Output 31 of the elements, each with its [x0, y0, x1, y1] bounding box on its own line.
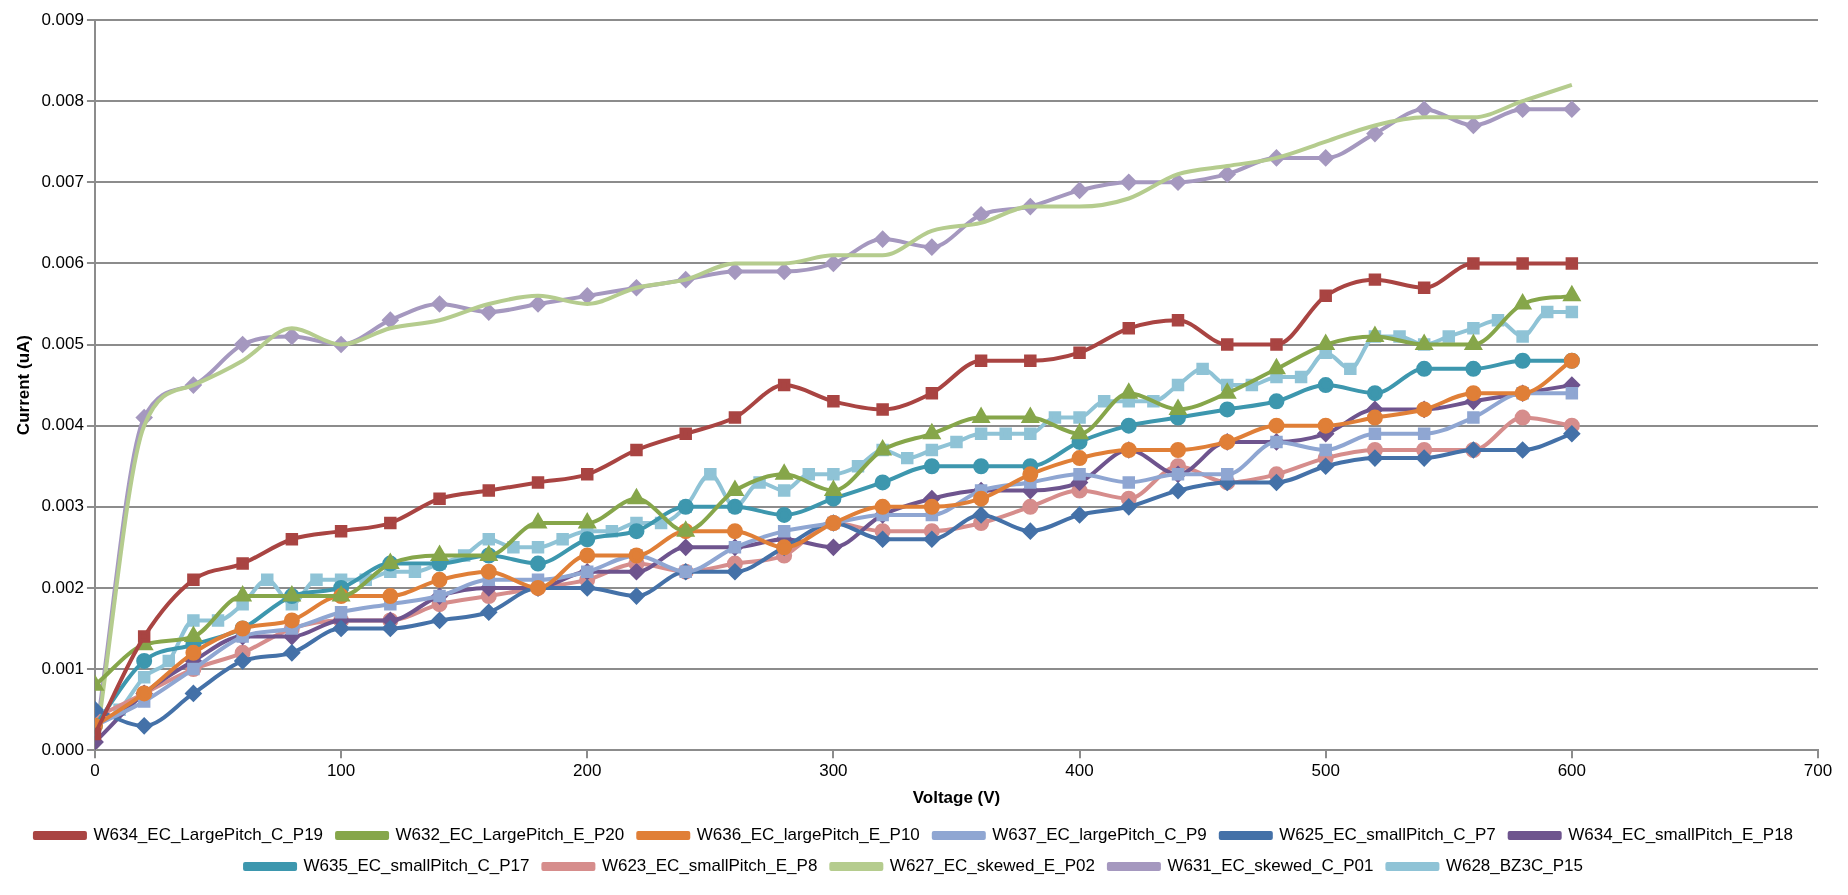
x-tick-label: 400 — [1065, 761, 1094, 781]
legend-label: W632_EC_LargePitch_E_P20 — [395, 825, 625, 845]
legend-label: W628_BZ3C_P15 — [1445, 856, 1583, 876]
legend-label: W634_EC_LargePitch_C_P19 — [93, 825, 324, 845]
legend-label: W636_EC_largePitch_E_P10 — [696, 825, 920, 845]
legend-label: W635_EC_smallPitch_C_P17 — [303, 856, 530, 876]
x-tick-label: 200 — [573, 761, 602, 781]
x-tick-label: 0 — [90, 761, 100, 781]
legend-label: W623_EC_smallPitch_E_P8 — [601, 856, 818, 876]
y-tick-label: 0.004 — [41, 415, 84, 435]
x-axis-title: Voltage (V) — [912, 788, 1001, 808]
x-tick-label: 700 — [1803, 761, 1833, 781]
legend-label: W631_EC_skewed_C_P01 — [1167, 856, 1374, 876]
legend-label: W637_EC_largePitch_C_P9 — [992, 825, 1207, 845]
legend-label: W625_EC_smallPitch_C_P7 — [1279, 825, 1496, 845]
x-tick-label: 300 — [819, 761, 848, 781]
y-tick-label: 0.002 — [41, 577, 84, 597]
x-tick-label: 500 — [1311, 761, 1340, 781]
y-axis-title: Current (uA) — [13, 335, 33, 436]
x-tick-label: 100 — [326, 761, 356, 781]
y-tick-label: 0.006 — [41, 253, 84, 273]
x-tick-label: 600 — [1557, 761, 1587, 781]
y-tick-label: 0.001 — [41, 658, 84, 678]
y-tick-label: 0.005 — [41, 334, 84, 354]
legend-label: W634_EC_smallPitch_E_P18 — [1568, 825, 1794, 845]
y-tick-label: 0.007 — [41, 171, 84, 191]
y-tick-label: 0.003 — [41, 496, 84, 516]
y-tick-label: 0.008 — [41, 90, 84, 110]
legend-label: W627_EC_skewed_E_P02 — [889, 856, 1095, 876]
y-tick-label: 0.000 — [41, 739, 84, 759]
y-tick-label: 0.009 — [41, 9, 84, 29]
